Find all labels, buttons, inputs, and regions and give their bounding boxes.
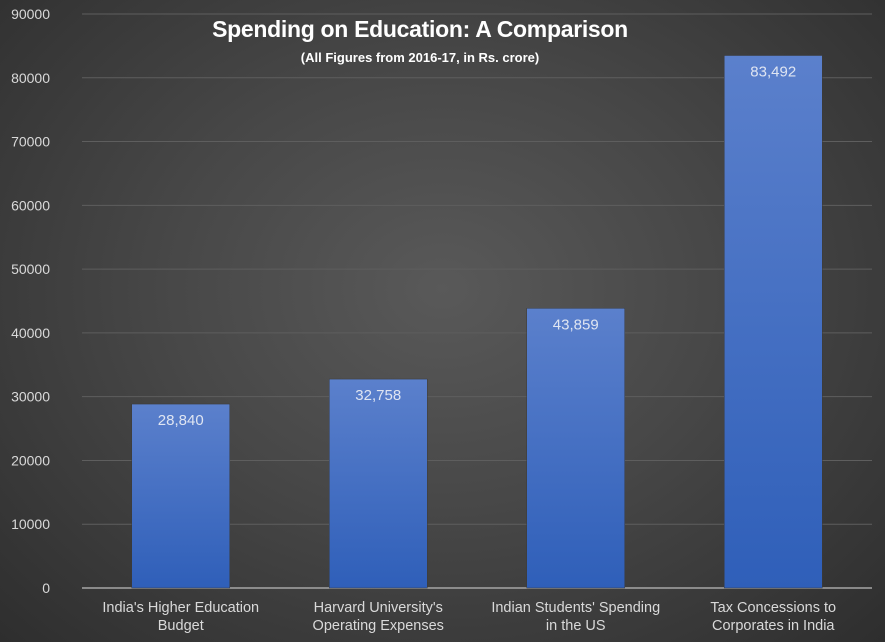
x-tick-label: Corporates in India bbox=[712, 618, 835, 634]
x-tick-label: Operating Expenses bbox=[313, 618, 444, 634]
y-tick-label: 80000 bbox=[11, 70, 50, 86]
y-tick-label: 70000 bbox=[11, 134, 50, 150]
bar bbox=[724, 55, 823, 589]
chart-title: Spending on Education: A Comparison bbox=[212, 16, 628, 42]
y-tick-label: 60000 bbox=[11, 197, 50, 213]
bar bbox=[131, 403, 230, 589]
x-tick-label: Harvard University's bbox=[314, 600, 443, 616]
y-tick-label: 40000 bbox=[11, 325, 50, 341]
y-tick-label: 50000 bbox=[11, 261, 50, 277]
bar bbox=[329, 378, 428, 589]
x-tick-label: Budget bbox=[158, 618, 204, 634]
y-tick-label: 10000 bbox=[11, 516, 50, 532]
x-tick-label: Tax Concessions to bbox=[710, 600, 836, 616]
x-tick-label: Indian Students' Spending bbox=[491, 600, 660, 616]
y-tick-label: 20000 bbox=[11, 452, 50, 468]
y-tick-label: 0 bbox=[42, 580, 50, 596]
data-label: 28,840 bbox=[158, 412, 204, 429]
x-tick-label: in the US bbox=[546, 618, 606, 634]
chart-subtitle: (All Figures from 2016-17, in Rs. crore) bbox=[300, 50, 540, 65]
bar bbox=[526, 308, 625, 589]
data-label: 32,758 bbox=[355, 387, 401, 404]
y-tick-label: 30000 bbox=[11, 389, 50, 405]
data-label: 43,859 bbox=[553, 316, 599, 333]
data-label: 83,492 bbox=[750, 64, 796, 81]
x-tick-label: India's Higher Education bbox=[102, 600, 259, 616]
y-tick-label: 90000 bbox=[11, 6, 50, 22]
